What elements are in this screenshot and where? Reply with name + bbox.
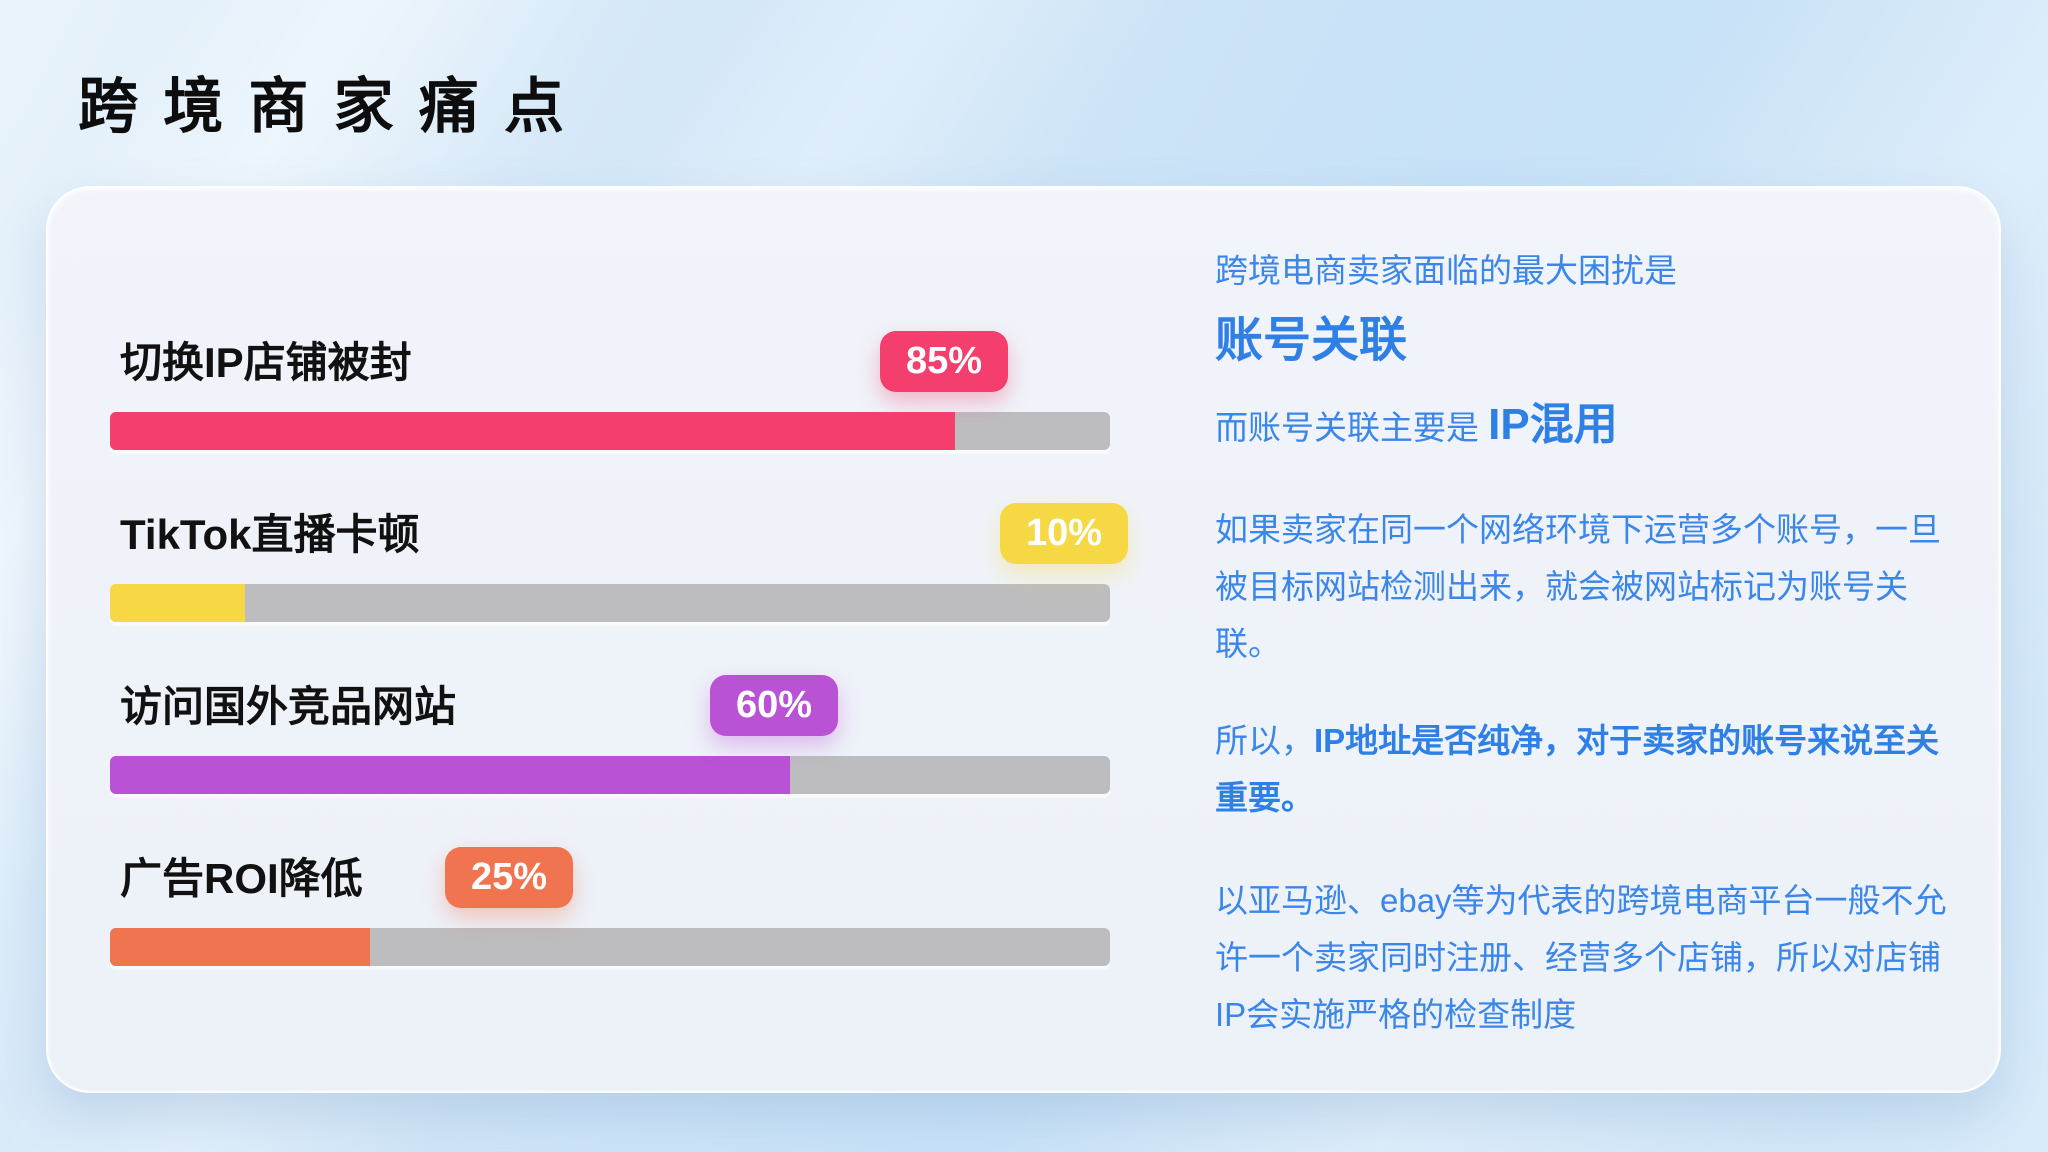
bar-head: 访问国外竞品网站 60%: [110, 662, 1110, 738]
content-card: 切换IP店铺被封 85% TikTok直播卡顿 10% 访问国外竞品网站 60%: [46, 186, 2001, 1093]
value-badge: 85%: [880, 331, 1009, 392]
bar-label: 切换IP店铺被封: [120, 339, 412, 386]
page-title: 跨境商家痛点: [78, 73, 590, 140]
bar-label: TikTok直播卡顿: [120, 511, 420, 558]
paragraph-platforms: 以亚马逊、ebay等为代表的跨境电商平台一般不允许一个卖家同时注册、经营多个店铺…: [1215, 882, 1947, 1033]
bar-fill: [110, 584, 245, 622]
subline: 而账号关联主要是 IP混用: [1215, 396, 1963, 457]
bar-row-ad-roi: 广告ROI降低 25%: [110, 834, 1110, 966]
bar-row-ip-switch: 切换IP店铺被封 85%: [110, 318, 1110, 450]
info-panel: 跨境电商卖家面临的最大困扰是 账号关联 而账号关联主要是 IP混用 如果卖家在同…: [1215, 248, 1963, 1043]
paragraph-ip-purity-prefix: 所以，: [1215, 722, 1314, 759]
bar-fill: [110, 412, 955, 450]
bar-track: [110, 756, 1110, 794]
subline-emphasis-ip-mixing: IP混用: [1488, 400, 1618, 449]
value-badge: 60%: [710, 675, 839, 736]
bar-label: 广告ROI降低: [120, 855, 363, 902]
bar-head: 广告ROI降低 25%: [110, 834, 1110, 910]
bar-track: [110, 412, 1110, 450]
bar-label: 访问国外竞品网站: [120, 683, 457, 730]
bar-fill: [110, 928, 370, 966]
value-badge: 10%: [1000, 503, 1129, 564]
bar-head: 切换IP店铺被封 85%: [110, 318, 1110, 394]
pain-points-bar-chart: 切换IP店铺被封 85% TikTok直播卡顿 10% 访问国外竞品网站 60%: [110, 318, 1129, 1006]
paragraph-ip-purity-bold: IP地址是否纯净，对于卖家的账号来说至关重要。: [1215, 722, 1940, 816]
bar-track: [110, 584, 1110, 622]
subline-prefix: 而账号关联主要是: [1215, 409, 1489, 446]
value-badge: 25%: [445, 847, 574, 908]
bar-fill: [110, 756, 790, 794]
bar-row-foreign-sites: 访问国外竞品网站 60%: [110, 662, 1110, 794]
paragraph-ip-purity: 所以，IP地址是否纯净，对于卖家的账号来说至关重要。: [1215, 712, 1963, 826]
bar-row-tiktok-lag: TikTok直播卡顿 10%: [110, 490, 1129, 622]
paragraph-detection: 如果卖家在同一个网络环境下运营多个账号，一旦被目标网站检测出来，就会被网站标记为…: [1215, 511, 1941, 662]
bar-track: [110, 928, 1110, 966]
intro-line: 跨境电商卖家面临的最大困扰是: [1215, 252, 1677, 289]
bar-head: TikTok直播卡顿 10%: [110, 490, 1129, 566]
headline-account-association: 账号关联: [1215, 314, 1408, 367]
